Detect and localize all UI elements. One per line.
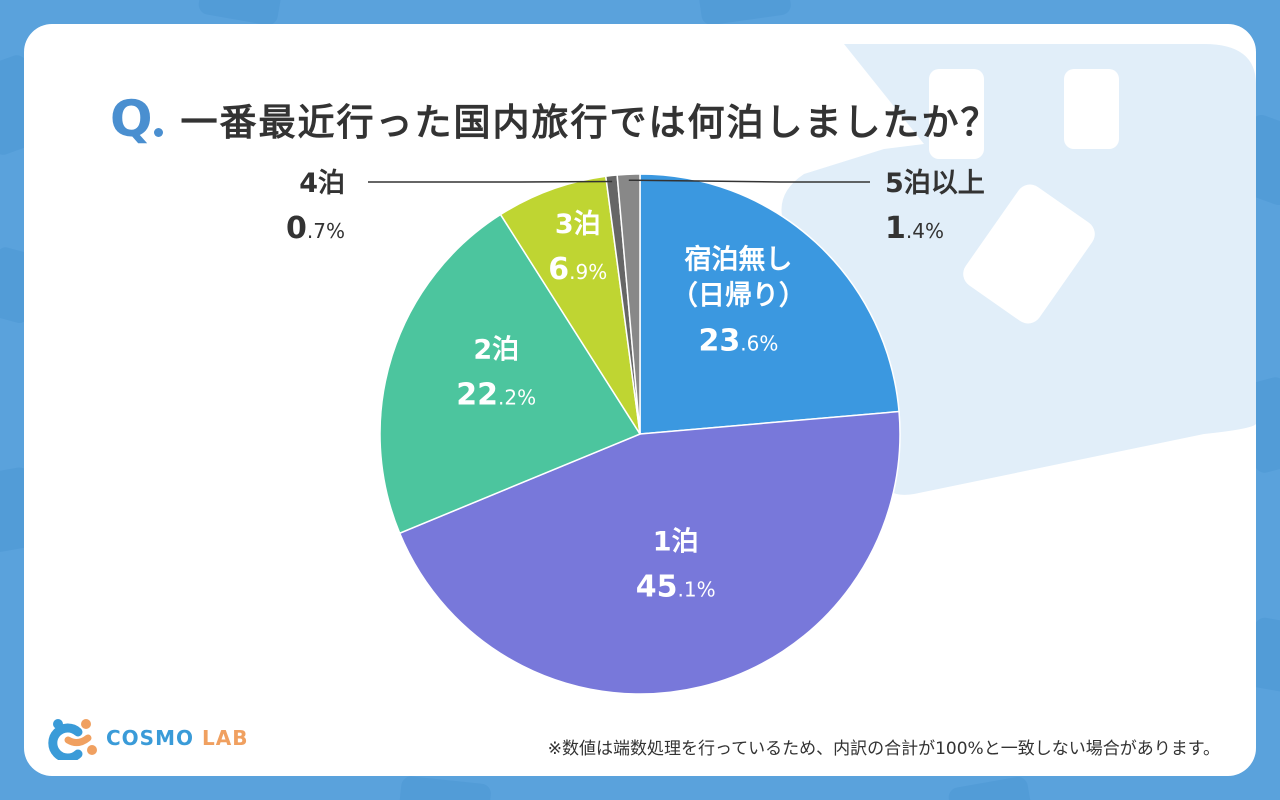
- slice-name-2: 2泊: [473, 334, 519, 365]
- leader-line-5: [628, 179, 870, 183]
- slice-name-4: 4泊: [299, 168, 345, 199]
- suitcase-illustration: [781, 44, 1256, 495]
- cosmo-lab-logo: COSMO LAB: [48, 716, 248, 760]
- leader-line-4: [368, 180, 613, 183]
- leader-lines: [368, 179, 870, 183]
- slice-value-1: 45.1%: [636, 570, 716, 605]
- title-q-mark: Q: [110, 90, 152, 148]
- pie-slice-3: [499, 175, 641, 435]
- slice-label-4: 4泊 0.7%: [286, 168, 345, 246]
- slice-value-4: 0.7%: [286, 211, 345, 246]
- content-card: Q 一番最近行った国内旅行では何泊しましたか？ COSMO LAB ※数値は端数処…: [24, 24, 1256, 776]
- slice-name-none: 宿泊無し: [684, 244, 792, 276]
- slice-label-1: 1泊 45.1%: [636, 527, 716, 605]
- pie-slice-none: [639, 173, 900, 435]
- logo-text: COSMO LAB: [106, 726, 248, 750]
- title-question: 一番最近行った国内旅行では何泊しましたか？: [180, 101, 1000, 144]
- title-dot: [153, 127, 163, 137]
- slice-name2-none: （日帰り）: [671, 281, 806, 312]
- footnote: ※数値は端数処理を行っているため、内訳の合計が100%と一致しない場合があります…: [547, 739, 1220, 759]
- logo-cosmo: COSMO: [106, 726, 194, 750]
- pie-slice-2: [379, 213, 642, 535]
- slice-name-3: 3泊: [555, 209, 601, 240]
- page-title: Q 一番最近行った国内旅行では何泊しましたか？: [110, 84, 1000, 154]
- pie-slice-5: [616, 173, 641, 435]
- slice-label-3: 3泊 6.9%: [548, 209, 607, 287]
- slice-label-5: 5泊以上 1.4%: [885, 168, 985, 246]
- slice-labels: 宿泊無し （日帰り） 23.6% 1泊 45.1% 2泊 22.2% 3泊 6.9% 4泊 0.7%…: [286, 168, 985, 605]
- slice-value-none: 23.6%: [698, 324, 778, 359]
- slice-value-3: 6.9%: [548, 252, 607, 287]
- slice-label-none: 宿泊無し （日帰り） 23.6%: [671, 244, 806, 359]
- logo-lab: LAB: [202, 726, 249, 750]
- slice-label-2: 2泊 22.2%: [456, 334, 536, 412]
- slice-name-1: 1泊: [653, 527, 699, 558]
- slice-value-2: 22.2%: [456, 377, 536, 412]
- pie-slices: [379, 173, 901, 695]
- slice-name-5: 5泊以上: [885, 168, 985, 199]
- slice-value-5: 1.4%: [885, 211, 944, 246]
- logo-icon: [48, 719, 97, 760]
